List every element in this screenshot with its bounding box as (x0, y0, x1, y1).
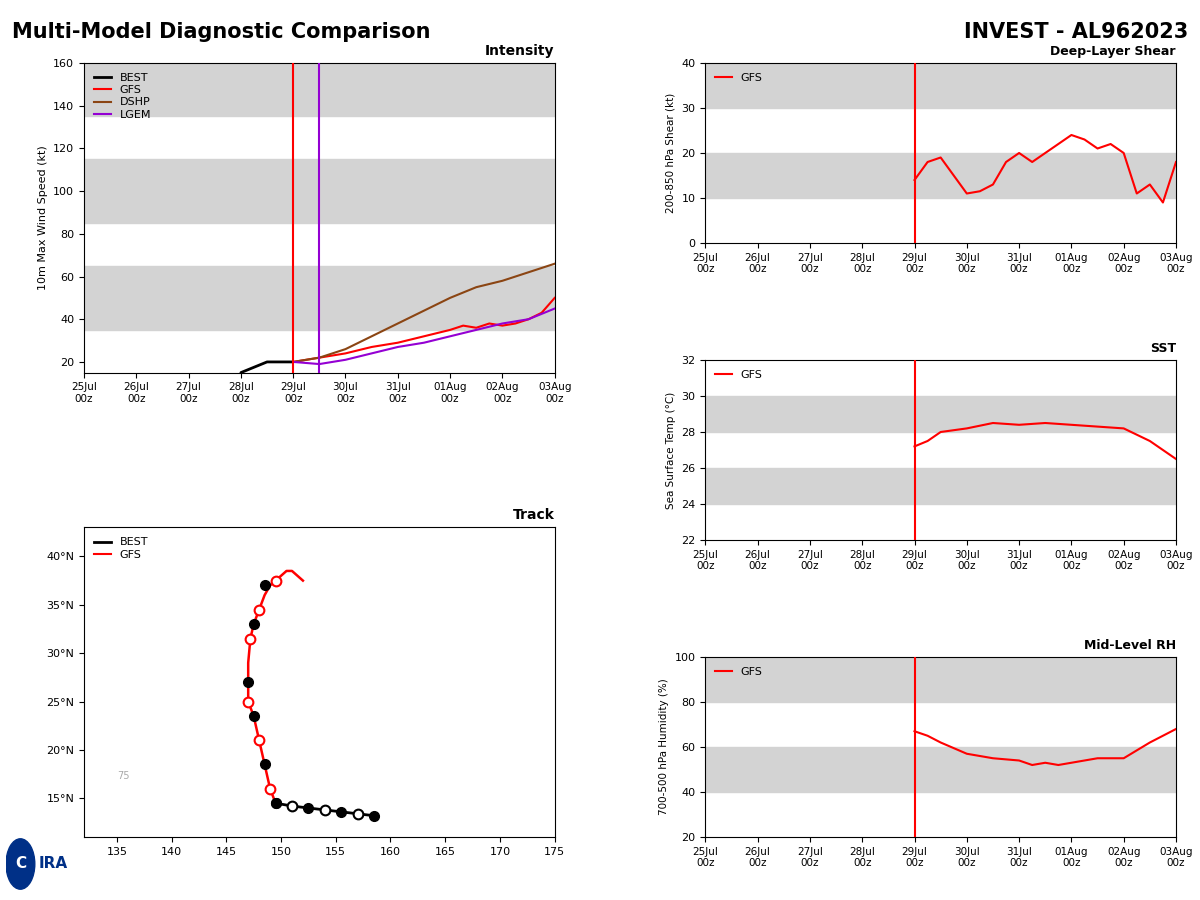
Bar (706, 468, 1176, 504)
Y-axis label: 700-500 hPa Humidity (%): 700-500 hPa Humidity (%) (659, 679, 670, 815)
Legend: BEST, GFS: BEST, GFS (90, 533, 152, 564)
Text: INVEST - AL962023: INVEST - AL962023 (964, 22, 1188, 42)
Bar (706, 747, 1176, 792)
Bar (706, 153, 1176, 198)
Text: Track: Track (512, 508, 554, 522)
Bar (84, 52, 554, 116)
Legend: GFS: GFS (710, 662, 767, 681)
Text: C: C (14, 857, 26, 871)
Circle shape (6, 839, 35, 889)
Bar (706, 63, 1176, 108)
Text: SST: SST (1150, 342, 1176, 355)
Text: 75: 75 (116, 771, 130, 781)
Bar (706, 657, 1176, 702)
Legend: BEST, GFS, DSHP, LGEM: BEST, GFS, DSHP, LGEM (90, 68, 156, 124)
Text: Mid-Level RH: Mid-Level RH (1084, 639, 1176, 652)
Y-axis label: Sea Surface Temp (°C): Sea Surface Temp (°C) (666, 392, 676, 508)
Bar (84, 159, 554, 223)
Text: Deep-Layer Shear: Deep-Layer Shear (1050, 45, 1176, 58)
Text: Multi-Model Diagnostic Comparison: Multi-Model Diagnostic Comparison (12, 22, 431, 42)
Text: Intensity: Intensity (485, 44, 554, 58)
Text: IRA: IRA (38, 857, 67, 871)
Bar (706, 396, 1176, 432)
Y-axis label: 200-850 hPa Shear (kt): 200-850 hPa Shear (kt) (666, 93, 676, 213)
Bar (84, 266, 554, 330)
Legend: GFS: GFS (710, 68, 767, 87)
Legend: GFS: GFS (710, 365, 767, 384)
Y-axis label: 10m Max Wind Speed (kt): 10m Max Wind Speed (kt) (37, 146, 48, 290)
